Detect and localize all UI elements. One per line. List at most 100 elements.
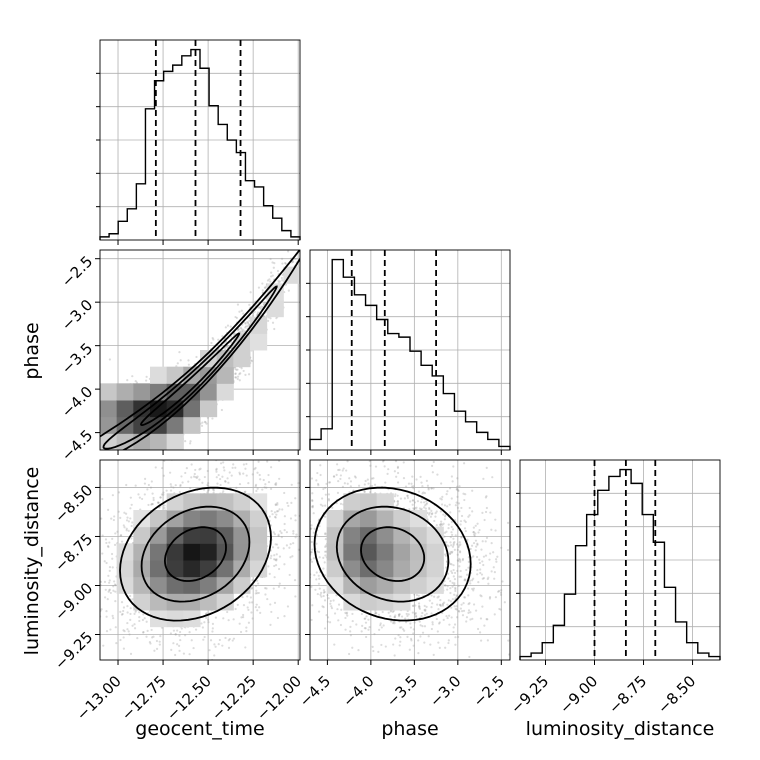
sample-point bbox=[451, 550, 454, 553]
ytick-label-luminosity-distance: −9.25 bbox=[51, 628, 96, 673]
sample-point bbox=[41, 396, 43, 398]
sample-point bbox=[282, 557, 284, 559]
sample-point bbox=[369, 464, 372, 467]
sample-point bbox=[85, 559, 87, 561]
sample-point bbox=[187, 363, 190, 366]
sample-point bbox=[305, 216, 307, 218]
sample-point bbox=[126, 516, 129, 519]
sample-point bbox=[103, 596, 107, 599]
sample-point bbox=[256, 487, 259, 490]
sample-point bbox=[110, 552, 114, 556]
sample-point bbox=[311, 604, 314, 607]
density-cell bbox=[233, 493, 251, 511]
sample-point bbox=[340, 138, 342, 140]
sample-point bbox=[482, 477, 485, 480]
sample-point bbox=[276, 616, 280, 620]
sample-point bbox=[201, 481, 204, 484]
sample-point bbox=[222, 617, 225, 620]
sample-point bbox=[228, 637, 231, 641]
sample-point bbox=[388, 450, 390, 452]
sample-point bbox=[447, 527, 450, 530]
sample-point bbox=[324, 207, 326, 209]
ytick-label-luminosity-distance: −8.50 bbox=[51, 481, 96, 526]
sample-point bbox=[288, 546, 291, 549]
sample-point bbox=[169, 489, 173, 492]
sample-point bbox=[225, 345, 228, 348]
contour-level-0 bbox=[100, 250, 300, 450]
sample-point bbox=[303, 515, 305, 517]
sample-point bbox=[179, 638, 182, 642]
sample-point bbox=[287, 504, 290, 507]
sample-point bbox=[179, 483, 182, 487]
sample-point bbox=[277, 546, 280, 549]
sample-point bbox=[62, 589, 64, 591]
sample-point bbox=[266, 279, 270, 282]
sample-point bbox=[222, 490, 225, 493]
sample-point bbox=[205, 612, 208, 615]
sample-point bbox=[472, 587, 476, 590]
sample-point bbox=[458, 610, 461, 613]
sample-point bbox=[135, 381, 138, 384]
sample-point bbox=[251, 617, 254, 620]
sample-point bbox=[170, 485, 173, 488]
sample-point bbox=[119, 516, 122, 519]
sample-point bbox=[274, 482, 278, 485]
sample-point bbox=[251, 601, 254, 604]
sample-point bbox=[97, 434, 99, 436]
sample-point bbox=[249, 291, 252, 294]
sample-point bbox=[195, 355, 198, 359]
sample-point bbox=[251, 586, 254, 589]
sample-point bbox=[250, 587, 253, 590]
sample-point bbox=[213, 654, 216, 657]
sample-point bbox=[275, 559, 278, 562]
sample-point bbox=[254, 584, 258, 588]
sample-point bbox=[338, 468, 341, 472]
sample-point bbox=[187, 480, 190, 483]
sample-point bbox=[454, 589, 457, 593]
sample-point bbox=[290, 483, 293, 486]
sample-point bbox=[256, 311, 260, 314]
sample-point bbox=[212, 489, 216, 492]
sample-point bbox=[254, 466, 257, 470]
density-cell bbox=[100, 400, 118, 418]
sample-point bbox=[262, 303, 266, 306]
sample-point bbox=[472, 531, 475, 534]
sample-point bbox=[192, 475, 196, 478]
density-cell bbox=[183, 560, 201, 578]
sample-point bbox=[256, 592, 259, 595]
sample-point bbox=[365, 451, 367, 453]
sample-point bbox=[301, 509, 303, 511]
density-cell bbox=[166, 576, 184, 594]
sample-point bbox=[177, 452, 179, 454]
sample-point bbox=[120, 540, 124, 543]
sample-point bbox=[177, 644, 181, 647]
density-cell bbox=[216, 593, 234, 611]
sample-point bbox=[109, 591, 112, 595]
sample-point bbox=[210, 341, 213, 345]
sample-point bbox=[460, 575, 463, 578]
sample-point bbox=[406, 496, 410, 500]
sample-point bbox=[55, 548, 57, 550]
sample-point bbox=[316, 506, 318, 508]
sample-point bbox=[106, 544, 110, 548]
sample-point bbox=[340, 608, 343, 611]
sample-point bbox=[108, 565, 112, 569]
sample-point bbox=[141, 497, 144, 501]
sample-point bbox=[143, 617, 146, 620]
sample-point bbox=[111, 566, 114, 569]
sample-point bbox=[163, 504, 166, 507]
sample-point bbox=[232, 463, 235, 466]
sample-point bbox=[278, 477, 281, 480]
panel-frame bbox=[99, 459, 301, 661]
density-cell bbox=[166, 493, 184, 511]
sample-point bbox=[258, 306, 262, 309]
sample-point bbox=[480, 664, 482, 666]
sample-point bbox=[87, 512, 89, 514]
sample-point bbox=[236, 603, 239, 606]
sample-point bbox=[114, 626, 117, 629]
xtick-label-geocent-time: −12.25 bbox=[208, 672, 260, 724]
sample-point bbox=[371, 485, 374, 488]
sample-point bbox=[455, 487, 458, 491]
sample-point bbox=[200, 424, 204, 427]
sample-point bbox=[267, 565, 270, 568]
